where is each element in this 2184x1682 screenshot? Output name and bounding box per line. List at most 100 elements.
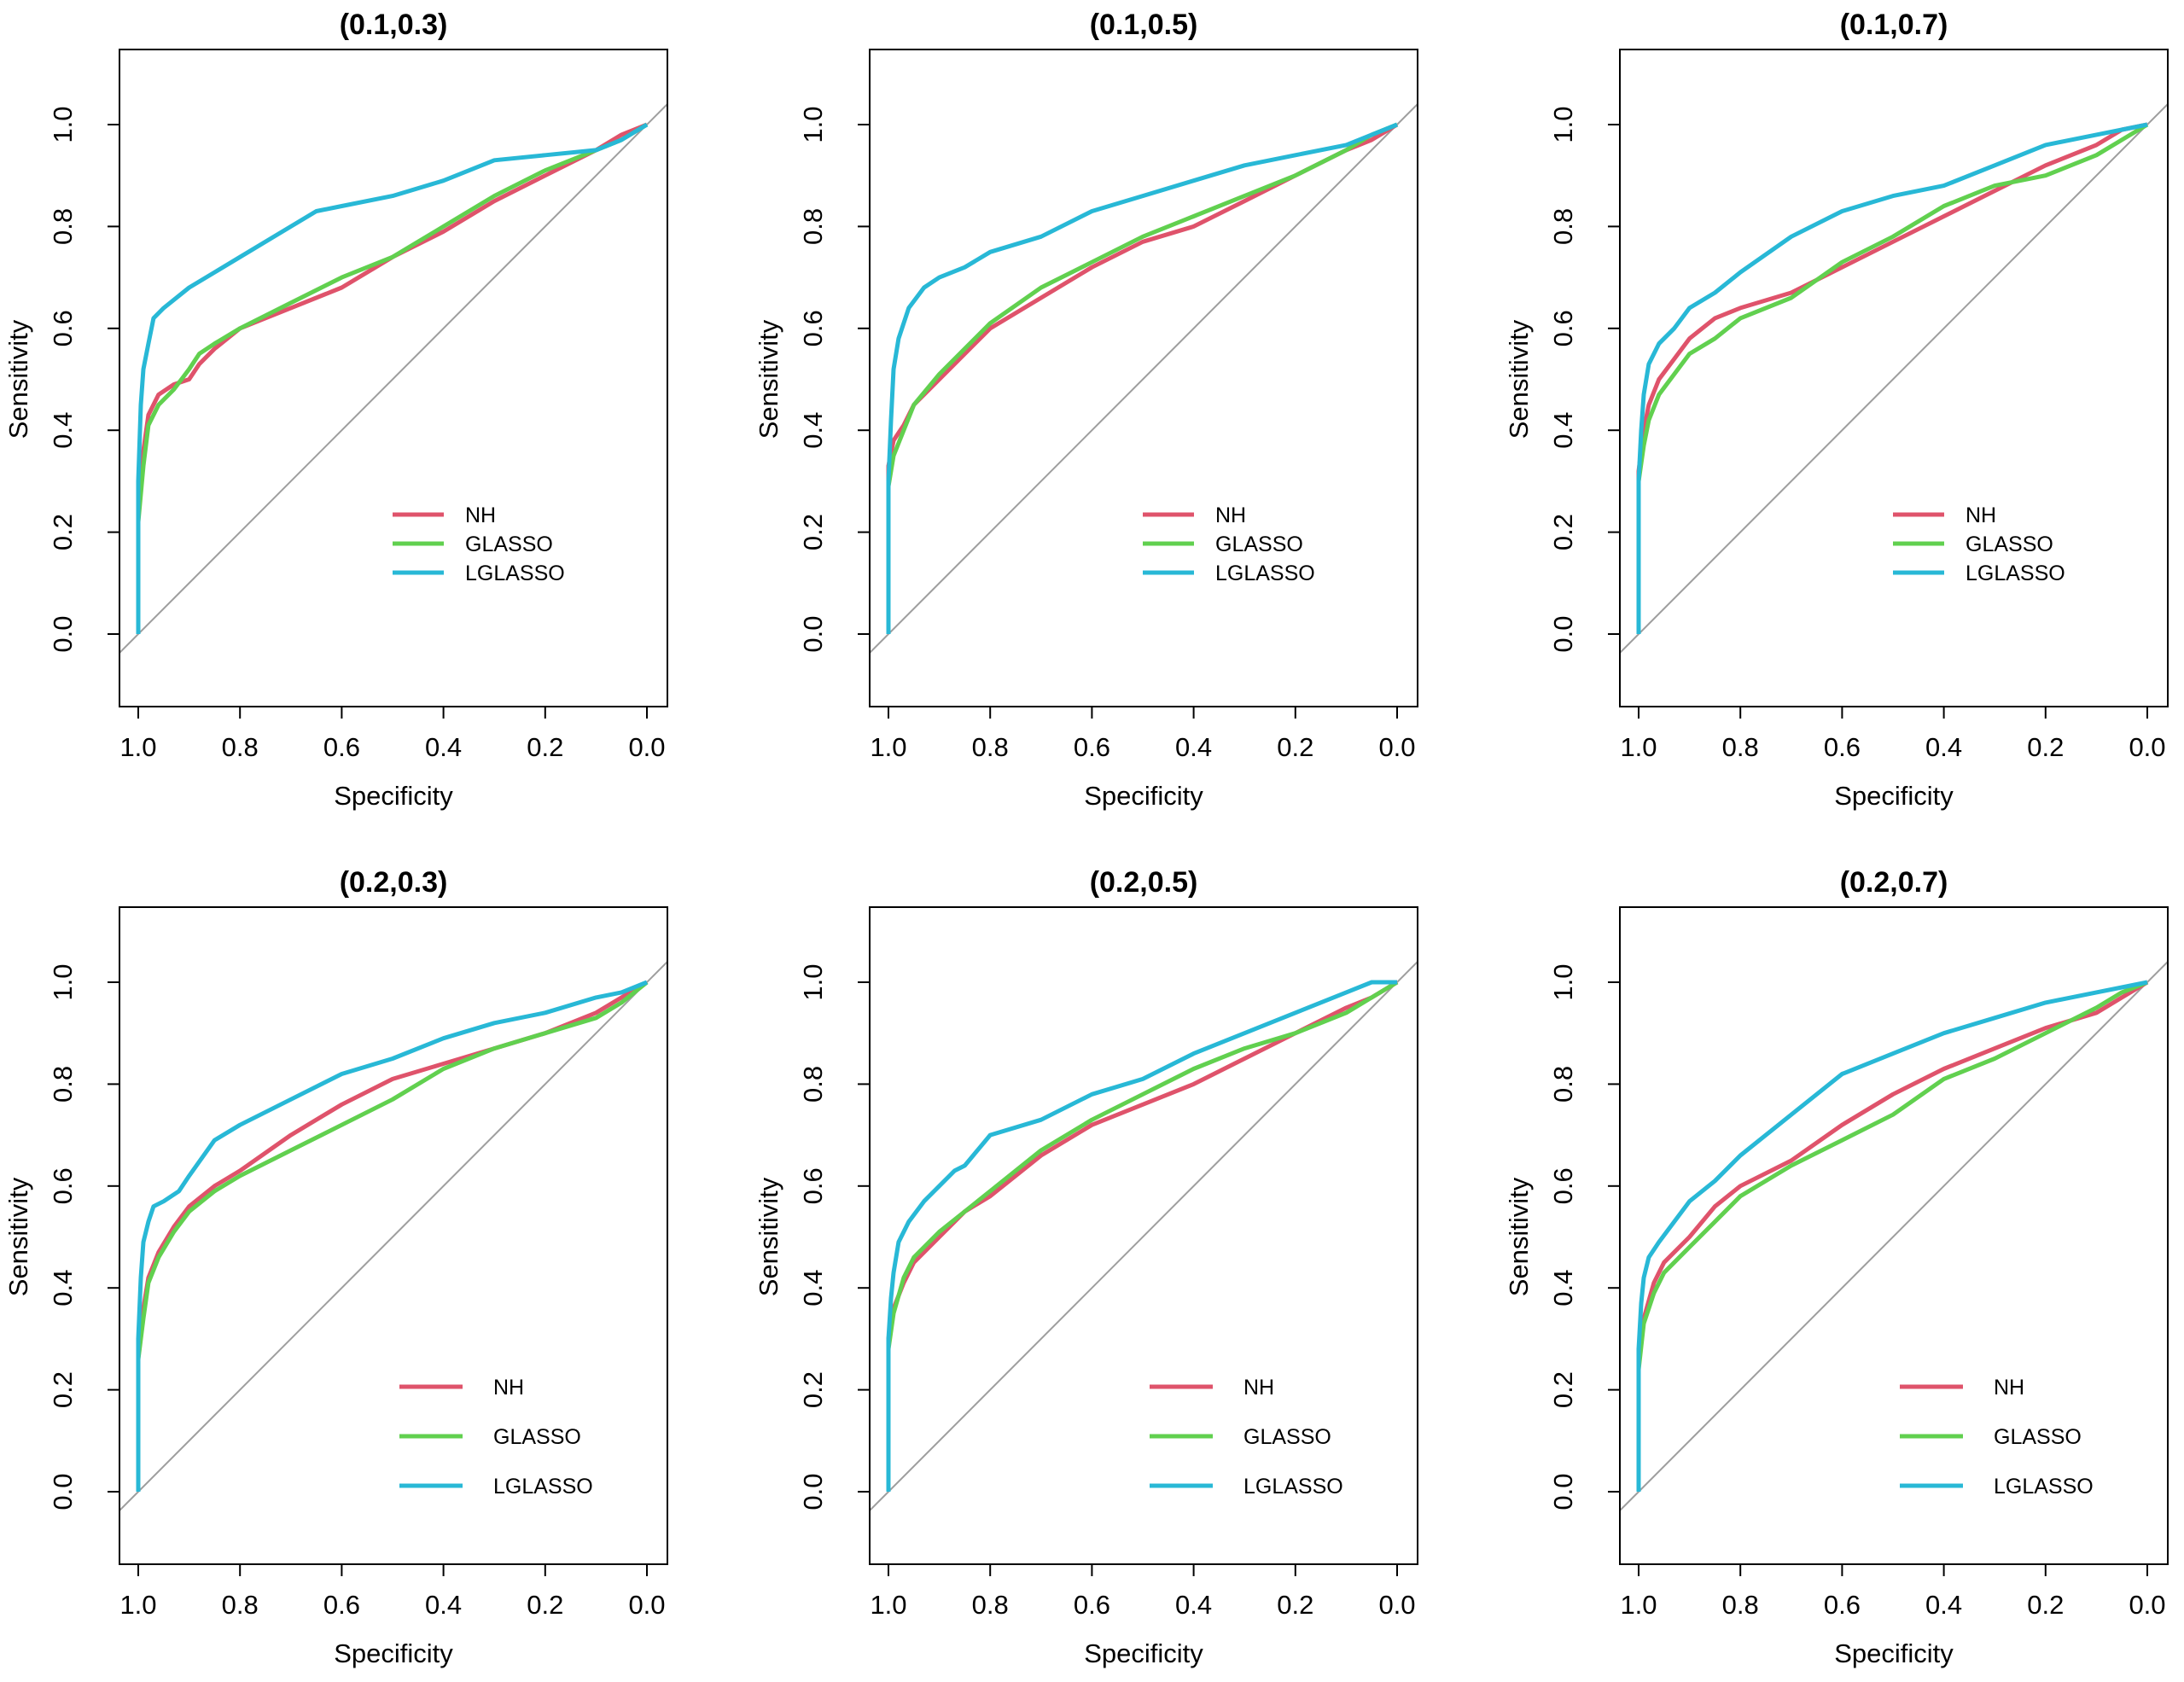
- legend-label: NH: [465, 503, 496, 527]
- y-tick-label: 0.8: [798, 1066, 828, 1103]
- x-tick-label: 1.0: [1620, 732, 1657, 762]
- x-tick-label: 0.2: [2027, 732, 2064, 762]
- panel-title: (0.1,0.7): [1840, 9, 1948, 41]
- y-tick-label: 0.0: [1548, 615, 1578, 652]
- y-tick-label: 1.0: [1548, 963, 1578, 1000]
- x-tick-label: 0.2: [1277, 732, 1313, 762]
- y-tick-label: 0.4: [48, 412, 78, 449]
- panel-title: (0.1,0.5): [1090, 9, 1198, 41]
- reference-diagonal: [119, 960, 667, 1512]
- x-axis-label: Specificity: [334, 781, 453, 811]
- legend-label: NH: [1966, 503, 1996, 527]
- y-tick-label: 0.4: [798, 1270, 828, 1307]
- panel-title: (0.2,0.7): [1840, 866, 1948, 899]
- y-tick-label: 1.0: [798, 106, 828, 143]
- y-tick-label: 0.8: [798, 208, 828, 245]
- panel-title: (0.2,0.5): [1090, 866, 1198, 899]
- y-tick-label: 0.2: [48, 1371, 78, 1408]
- legend-label: GLASSO: [493, 1425, 581, 1449]
- y-tick-label: 0.2: [798, 1371, 828, 1408]
- y-tick-label: 0.0: [798, 615, 828, 652]
- roc-line-glasso: [886, 122, 1398, 634]
- roc-line-glasso: [1636, 980, 2148, 1492]
- x-axis-label: Specificity: [1084, 781, 1203, 811]
- y-tick-label: 0.2: [1548, 1371, 1578, 1408]
- roc-line-glasso: [886, 980, 1399, 1492]
- y-tick-label: 0.8: [48, 208, 78, 245]
- y-tick-label: 0.6: [1548, 310, 1578, 346]
- x-tick-label: 1.0: [119, 732, 156, 762]
- legend-label: GLASSO: [1966, 533, 2053, 556]
- legend-label: GLASSO: [1215, 533, 1303, 556]
- x-tick-label: 0.2: [527, 732, 563, 762]
- legend-label: LGLASSO: [1243, 1475, 1343, 1499]
- roc-line-glasso: [1636, 122, 2149, 634]
- x-tick-label: 0.8: [1722, 732, 1759, 762]
- roc-panel: (0.2,0.3) 1.0 0.8 0.6 0.4 0.2 0.0 Specificity 0.…: [3, 866, 668, 1668]
- y-tick-label: 0.6: [1548, 1167, 1578, 1204]
- x-tick-label: 1.0: [870, 1590, 906, 1620]
- x-tick-label: 0.6: [1074, 1590, 1110, 1620]
- x-tick-label: 0.8: [1722, 1590, 1759, 1620]
- legend-label: LGLASSO: [1215, 562, 1315, 585]
- legend-label: LGLASSO: [1966, 562, 2065, 585]
- legend-label: GLASSO: [1243, 1425, 1331, 1449]
- legend-label: NH: [1994, 1376, 2024, 1400]
- roc-panel: (0.2,0.5) 1.0 0.8 0.6 0.4 0.2 0.0 Specificity 0.…: [754, 866, 1418, 1668]
- legend-label: LGLASSO: [1994, 1475, 2094, 1499]
- y-axis-label: Sensitivity: [3, 319, 33, 439]
- roc-line-lglasso: [886, 980, 1397, 1492]
- y-axis-label: Sensitivity: [1504, 319, 1534, 439]
- x-tick-label: 0.0: [2129, 1590, 2165, 1620]
- y-axis-label: Sensitivity: [3, 1177, 33, 1296]
- x-tick-label: 0.6: [1824, 1590, 1861, 1620]
- x-tick-label: 0.4: [1925, 1590, 1962, 1620]
- y-tick-label: 0.0: [48, 615, 78, 652]
- legend-label: NH: [1215, 503, 1246, 527]
- x-tick-label: 0.4: [1175, 1590, 1212, 1620]
- x-tick-label: 0.6: [323, 732, 360, 762]
- x-tick-label: 0.6: [1824, 732, 1861, 762]
- y-tick-label: 1.0: [1548, 106, 1578, 143]
- x-tick-label: 0.4: [1175, 732, 1212, 762]
- y-tick-label: 0.0: [1548, 1473, 1578, 1510]
- y-axis-label: Sensitivity: [754, 319, 783, 439]
- x-tick-label: 0.0: [628, 1590, 665, 1620]
- panel-title: (0.1,0.3): [340, 9, 448, 41]
- roc-panel: (0.1,0.7) 1.0 0.8 0.6 0.4 0.2 0.0 Specificity 0.…: [1504, 9, 2169, 811]
- x-tick-label: 0.8: [222, 1590, 259, 1620]
- roc-line-glasso: [136, 122, 649, 634]
- x-tick-label: 1.0: [1620, 1590, 1657, 1620]
- y-tick-label: 0.2: [48, 514, 78, 550]
- legend-label: GLASSO: [465, 533, 553, 556]
- x-tick-label: 1.0: [870, 732, 906, 762]
- x-tick-label: 0.2: [2027, 1590, 2064, 1620]
- y-tick-label: 0.4: [48, 1270, 78, 1307]
- roc-line-glasso: [136, 981, 649, 1492]
- panel-title: (0.2,0.3): [340, 866, 448, 899]
- x-tick-label: 0.0: [628, 732, 665, 762]
- y-tick-label: 0.8: [1548, 1066, 1578, 1103]
- roc-panel: (0.1,0.5) 1.0 0.8 0.6 0.4 0.2 0.0 Specificity 0.…: [754, 9, 1418, 811]
- y-tick-label: 0.0: [48, 1473, 78, 1510]
- x-tick-label: 0.8: [222, 732, 259, 762]
- roc-line-lglasso: [136, 122, 649, 634]
- x-tick-label: 0.4: [425, 1590, 462, 1620]
- x-axis-label: Specificity: [1084, 1638, 1203, 1668]
- x-tick-label: 0.0: [2129, 732, 2165, 762]
- roc-line-lglasso: [1636, 122, 2148, 634]
- legend-label: NH: [1243, 1376, 1274, 1400]
- reference-diagonal: [1620, 960, 2168, 1512]
- x-tick-label: 0.2: [527, 1590, 563, 1620]
- legend-label: LGLASSO: [493, 1475, 593, 1499]
- y-tick-label: 0.8: [1548, 208, 1578, 245]
- x-tick-label: 0.8: [972, 732, 1009, 762]
- roc-line-nh: [1636, 122, 2148, 634]
- x-tick-label: 0.4: [425, 732, 462, 762]
- y-axis-label: Sensitivity: [754, 1177, 783, 1296]
- x-tick-label: 0.6: [323, 1590, 360, 1620]
- reference-diagonal: [1620, 102, 2168, 655]
- reference-diagonal: [870, 102, 1418, 655]
- y-axis-label: Sensitivity: [1504, 1177, 1534, 1296]
